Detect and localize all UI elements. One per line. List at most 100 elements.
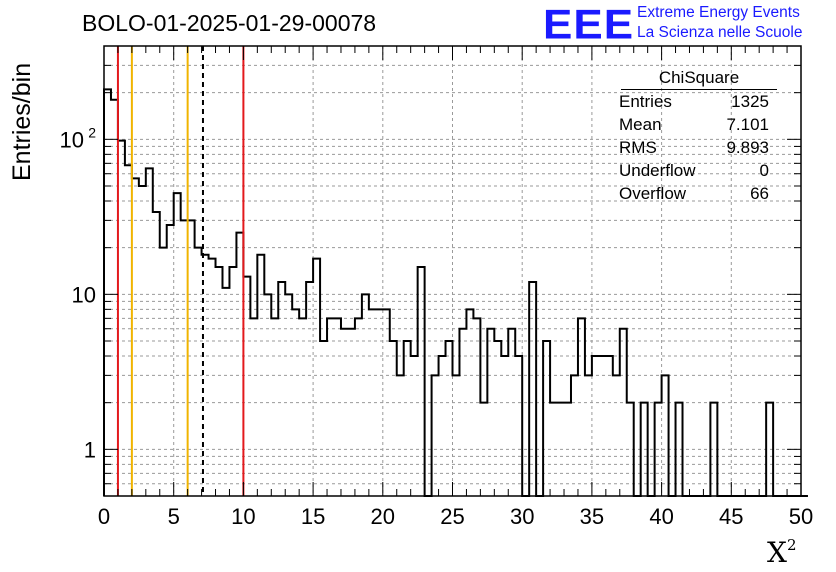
histogram-bin (327, 318, 334, 496)
histogram-bin (543, 341, 550, 496)
x-tick-label: 25 (440, 504, 464, 529)
histogram-bin (599, 356, 606, 496)
histogram-bin (188, 220, 195, 496)
histogram-bin (459, 329, 466, 496)
x-tick-label: 30 (510, 504, 534, 529)
histogram-bin (209, 259, 216, 496)
histogram-bin (766, 403, 773, 496)
y-axis-label: Entries/bin (8, 62, 36, 181)
stats-value: 9.893 (726, 138, 769, 157)
histogram-bin (160, 248, 167, 496)
histogram-bin (348, 329, 355, 496)
histogram-bin (153, 212, 160, 496)
histogram-bin (222, 288, 229, 496)
histogram-bin (480, 403, 487, 496)
histogram-bin (167, 225, 174, 496)
x-tick-label: 40 (649, 504, 673, 529)
histogram-bin (132, 178, 139, 496)
stats-row-mean: Mean 7.101 (611, 113, 777, 136)
histogram-bin (362, 294, 369, 496)
x-tick-label: 35 (580, 504, 604, 529)
histogram-bin (118, 141, 125, 496)
histogram-bin (355, 318, 362, 496)
histogram-bin (606, 356, 613, 496)
histogram-bin (557, 403, 564, 496)
stats-label: Underflow (619, 161, 696, 180)
stats-value: 66 (750, 184, 769, 203)
histogram-bin (432, 375, 439, 496)
histogram-bin (146, 168, 153, 496)
y-tick-label: 10 (72, 282, 96, 307)
histogram-bin (292, 309, 299, 496)
histogram-bin (390, 341, 397, 496)
histogram-bin (620, 329, 627, 496)
histogram-bin (446, 341, 453, 496)
histogram-bin (257, 255, 264, 496)
histogram-bin (216, 267, 223, 496)
histogram-bin (264, 294, 271, 496)
histogram-bin (320, 341, 327, 496)
stats-row-entries: Entries 1325 (611, 90, 777, 113)
histogram-bin (453, 375, 460, 496)
histogram-bin (369, 309, 376, 496)
histogram-bin (662, 375, 669, 496)
histogram-bin (181, 220, 188, 496)
x-tick-label: 5 (168, 504, 180, 529)
stats-value: 7.101 (726, 115, 769, 134)
histogram-bin (710, 403, 717, 496)
stats-row-rms: RMS 9.893 (611, 136, 777, 159)
histogram-bin (111, 100, 118, 496)
x-tick-label: 45 (719, 504, 743, 529)
stats-label: Overflow (619, 184, 687, 203)
stats-box: ChiSquare Entries 1325 Mean 7.101 RMS 9.893… (611, 66, 777, 205)
histogram-bin (515, 356, 522, 496)
histogram-bin (613, 375, 620, 496)
histogram-bin (641, 403, 648, 496)
histogram-bin (487, 329, 494, 496)
histogram-bin (306, 282, 313, 496)
logo-tagline-2: La Scienza nelle Scuole (637, 24, 803, 41)
histogram-bin (627, 403, 634, 496)
histogram-bin (466, 309, 473, 496)
stats-row-underflow: Underflow 0 (611, 159, 777, 182)
histogram-bin (418, 267, 425, 496)
histogram-bin (397, 375, 404, 496)
histogram-bin (125, 165, 132, 496)
stats-value: 1325 (731, 92, 769, 111)
x-axis-label-base: X (767, 536, 787, 569)
histogram-bin (174, 193, 181, 496)
histogram-bin (278, 282, 285, 496)
histogram-bin (564, 403, 571, 496)
histogram-bin (501, 356, 508, 496)
histogram-bin (383, 309, 390, 496)
x-tick-label: 0 (98, 504, 110, 529)
stats-label: Mean (619, 115, 662, 134)
histogram-bin (529, 282, 536, 496)
histogram-bin (229, 267, 236, 496)
histogram-bin (104, 89, 111, 496)
histogram-bin (655, 403, 662, 496)
histogram-bin (271, 318, 278, 496)
chart-title: BOLO-01-2025-01-29-00078 (82, 10, 377, 36)
x-tick-label: 10 (231, 504, 255, 529)
histogram-bin (676, 403, 683, 496)
histogram-bin (550, 403, 557, 496)
histogram-bin (139, 186, 146, 496)
y-tick-label: 10 (60, 127, 84, 152)
histogram-bin (494, 341, 501, 496)
x-tick-label: 50 (789, 504, 813, 529)
stats-value: 0 (759, 161, 769, 180)
histogram-bin (195, 248, 202, 496)
eee-logo: EEE (543, 1, 635, 48)
histogram-bin (571, 375, 578, 496)
histogram-bin (508, 329, 515, 496)
histogram-bin (236, 233, 243, 496)
x-tick-label: 20 (371, 504, 395, 529)
histogram-bin (299, 318, 306, 496)
stats-row-overflow: Overflow 66 (611, 182, 777, 205)
histogram-bin (313, 259, 320, 496)
histogram-bin (243, 277, 250, 496)
x-axis-label: X2 (767, 536, 796, 569)
histogram-bin (250, 318, 257, 496)
